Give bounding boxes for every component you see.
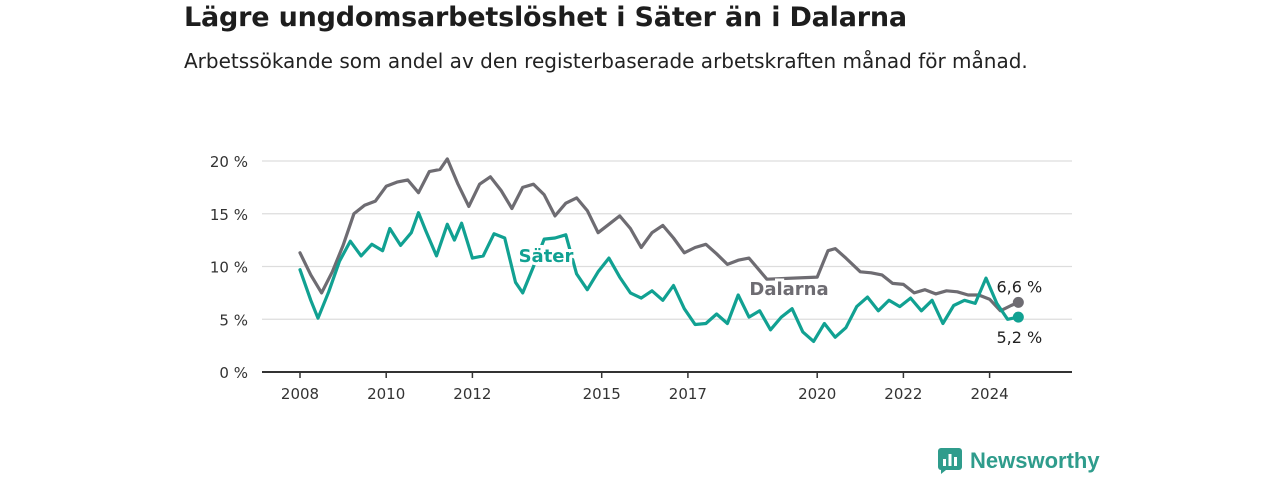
x-tick-label: 2024 bbox=[971, 385, 1009, 403]
x-tick-label: 2020 bbox=[798, 385, 836, 403]
x-tick-label: 2010 bbox=[367, 385, 405, 403]
end-point-ster bbox=[1012, 311, 1024, 323]
y-tick-label: 20 % bbox=[210, 153, 248, 171]
y-tick-label: 5 % bbox=[219, 311, 248, 329]
newsworthy-icon bbox=[938, 448, 962, 474]
x-tick-label: 2012 bbox=[453, 385, 491, 403]
series-label-ster: Säter bbox=[519, 246, 574, 267]
newsworthy-logo: Newsworthy bbox=[938, 448, 1100, 474]
end-value-label-dalarna: 6,6 % bbox=[996, 277, 1042, 296]
y-tick-label: 0 % bbox=[219, 364, 248, 382]
series-label-dalarna: Dalarna bbox=[749, 279, 828, 300]
x-tick-label: 2017 bbox=[669, 385, 707, 403]
y-tick-label: 10 % bbox=[210, 259, 248, 277]
chart-subtitle: Arbetssökande som andel av den registerb… bbox=[184, 49, 1028, 73]
x-tick-label: 2008 bbox=[281, 385, 319, 403]
chart-title: Lägre ungdomsarbetslöshet i Säter än i D… bbox=[184, 2, 907, 33]
series-line-ster bbox=[298, 211, 1020, 343]
x-tick-label: 2022 bbox=[884, 385, 922, 403]
end-value-label-ster: 5,2 % bbox=[996, 328, 1042, 347]
x-tick-label: 2015 bbox=[583, 385, 621, 403]
y-tick-label: 15 % bbox=[210, 206, 248, 224]
brand-name: Newsworthy bbox=[970, 448, 1100, 473]
end-point-dalarna bbox=[1012, 296, 1024, 308]
series-line-dalarna bbox=[298, 157, 1020, 313]
